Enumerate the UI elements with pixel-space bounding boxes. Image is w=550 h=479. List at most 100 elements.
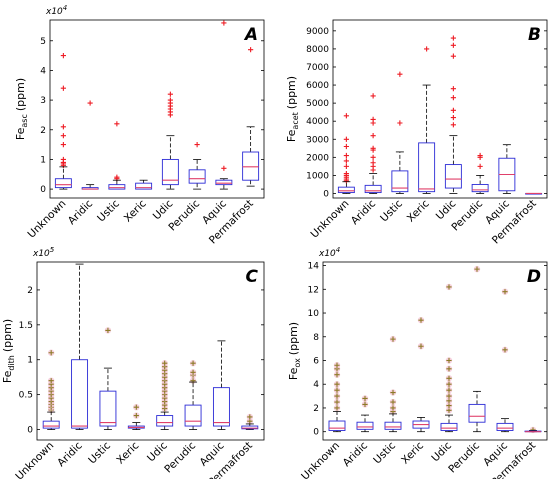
outlier-point [60, 142, 66, 148]
y-tick-label: 5 [40, 37, 46, 47]
x-category-label: Udic [429, 439, 454, 464]
box-aridic [71, 263, 89, 430]
x-category-label: Unknown [26, 198, 69, 241]
y-tick-label: 6000 [306, 81, 329, 91]
x-category-label: Unknown [13, 440, 56, 479]
outlier-point [477, 163, 483, 169]
outlier-point [390, 336, 396, 342]
panel-letter: B [528, 25, 541, 45]
box-perudic [471, 152, 489, 194]
box-unknown [328, 362, 346, 433]
outlier-point [450, 35, 456, 41]
y-label-main: Fe [285, 129, 298, 142]
box-unknown [337, 113, 355, 194]
outlier-point [343, 163, 349, 169]
y-tick-label: 0.5 [19, 391, 33, 401]
outlier-point [221, 20, 227, 26]
axis-multiplier: x105 [32, 246, 55, 259]
panel-letter: C [246, 267, 259, 287]
outlier-point [446, 284, 452, 290]
box-iqr [496, 422, 514, 431]
outlier-point [334, 381, 340, 387]
box-iqr [418, 142, 436, 193]
outlier-point [334, 387, 340, 393]
y-ticks: 0 1000 2000 3000 4000 5000 6000 7000 8000 9000 [306, 27, 547, 199]
box-permafrost [525, 192, 543, 195]
outlier-point [334, 362, 340, 368]
outlier-point [370, 154, 376, 160]
outlier-point [390, 389, 396, 396]
box-marks [54, 20, 260, 190]
outlier-point [343, 158, 349, 164]
box-udic [161, 91, 179, 190]
box-ustic [384, 335, 402, 433]
outlier-point [370, 160, 376, 166]
y-axis-label: Feasc (ppm) [14, 78, 29, 140]
outlier-point [334, 399, 340, 405]
outlier-point [397, 71, 403, 77]
outlier-point [362, 401, 368, 407]
box-iqr [71, 359, 89, 429]
x-category-label: Xeric [405, 197, 432, 224]
x-category-label: Ustic [378, 197, 405, 224]
outlier-point [60, 156, 66, 163]
x-category-label: Aridic [341, 439, 371, 469]
y-tick-label: 4 [313, 380, 319, 390]
y-tick-label: 9000 [306, 27, 329, 37]
axis-multiplier-exponent: 5 [50, 246, 55, 254]
box-permafrost [241, 413, 259, 430]
y-tick-label: 0 [323, 189, 329, 199]
y-tick-label: 0 [40, 185, 46, 195]
axis-multiplier-base: x10 [318, 249, 336, 259]
box-permafrost [524, 426, 542, 434]
outlier-point [450, 95, 456, 101]
box-iqr [241, 425, 259, 430]
outlier-point [446, 375, 452, 381]
y-tick-label: 2000 [306, 153, 329, 163]
outlier-point [450, 42, 456, 48]
outlier-point [450, 122, 456, 128]
outlier-point [334, 372, 340, 378]
outlier-point [162, 360, 168, 366]
box-marks [337, 35, 543, 195]
x-category-label: Xeric [399, 439, 426, 466]
panel-c: C x105 Fedith (ppm) 0 0.5 1 1.5 2 UnknownArid… [1, 246, 265, 479]
box-iqr [108, 184, 126, 190]
y-label-unit: (ppm) [287, 322, 300, 355]
y-tick-label: 5000 [306, 99, 329, 109]
y-tick-label: 6 [313, 356, 319, 366]
x-category-label: Perudic [162, 439, 198, 475]
outlier-point [60, 85, 66, 91]
box-iqr [99, 390, 117, 427]
outlier-point [418, 343, 424, 349]
x-category-label: Perudic [446, 439, 482, 475]
y-tick-label: 0 [313, 428, 319, 438]
outlier-point [105, 327, 111, 334]
x-category-label: Ustic [371, 439, 398, 466]
outlier-point [502, 289, 508, 295]
panel-letter: A [243, 25, 258, 45]
axis-multiplier: x104 [318, 246, 340, 259]
outlier-point [87, 100, 93, 106]
x-category-label: Aridic [349, 197, 379, 227]
outlier-point [446, 387, 452, 393]
box-iqr [42, 420, 60, 429]
box-iqr [471, 183, 489, 193]
x-category-label: Aridic [55, 439, 85, 469]
box-udic [156, 360, 174, 430]
y-label-unit: (ppm) [1, 319, 14, 352]
outlier-point [334, 393, 340, 399]
y-tick-label: 0 [27, 426, 33, 436]
outlier-point [60, 124, 66, 130]
outlier-point [370, 116, 376, 122]
y-ticks: 0 0.5 1 1.5 2 [19, 286, 264, 436]
outlier-point [474, 266, 480, 272]
outlier-point [502, 347, 508, 353]
y-tick-label: 3000 [306, 135, 329, 145]
y-label-unit: (ppm) [285, 76, 298, 109]
box-aridic [81, 100, 99, 190]
box-perudic [188, 142, 206, 190]
outlier-point [450, 107, 456, 113]
